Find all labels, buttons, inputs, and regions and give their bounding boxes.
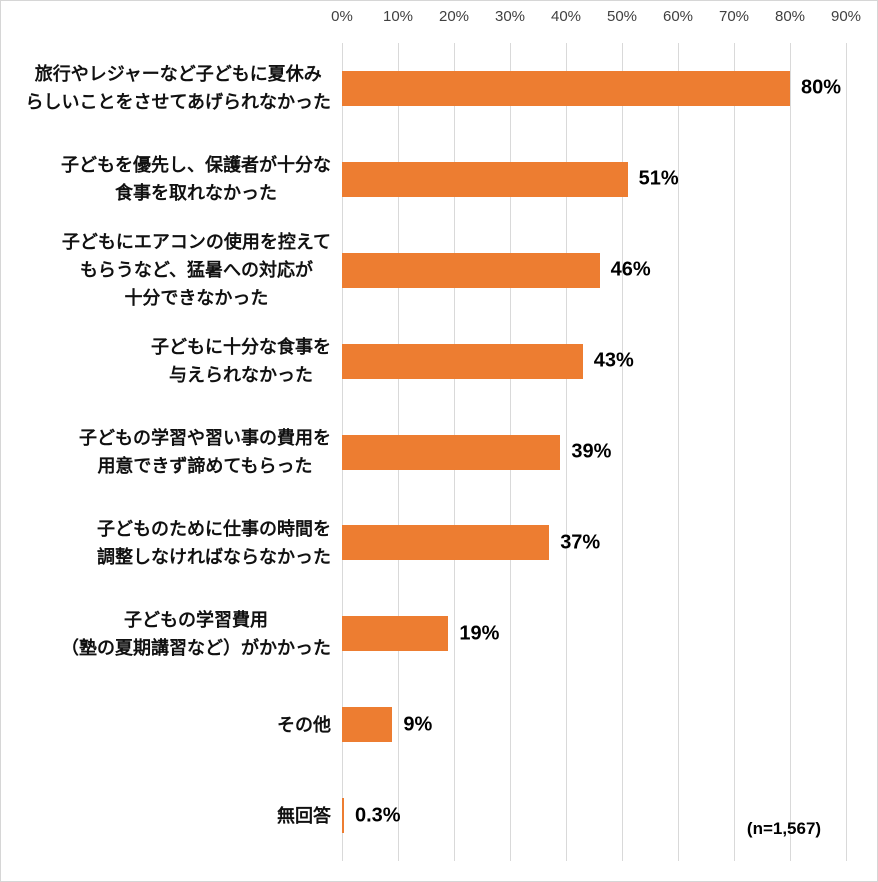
category-label: 子どものために仕事の時間を 調整しなければならなかった <box>97 518 331 567</box>
bar <box>342 525 550 561</box>
gridline <box>678 43 679 861</box>
value-label: 9% <box>403 713 433 736</box>
x-axis-tick-label: 20% <box>438 8 470 25</box>
x-axis-tick-label: 80% <box>774 8 806 25</box>
value-label: 0.3% <box>355 804 401 827</box>
value-label: 80% <box>801 76 842 99</box>
value-label: 51% <box>638 167 679 190</box>
x-axis-tick-label: 40% <box>550 8 582 25</box>
value-label: 37% <box>560 531 601 554</box>
category-label: 旅行やレジャーなど子どもに夏休み らしいことをさせてあげられなかった <box>25 64 331 113</box>
bar <box>342 161 628 197</box>
gridline <box>790 43 791 861</box>
category-label: 子どもの学習や習い事の費用を 用意できず諦めてもらった <box>79 428 331 476</box>
x-axis-tick-label: 60% <box>662 8 694 25</box>
gridline <box>734 43 735 861</box>
bar <box>342 798 344 834</box>
x-axis-tick-label: 90% <box>830 8 862 25</box>
gridline <box>566 43 567 861</box>
bar <box>342 434 561 470</box>
category-label: 子どもの学習費用 （塾の夏期講習など）がかかった <box>61 609 331 658</box>
category-label: 子どもに十分な食事を 与えられなかった <box>151 337 331 386</box>
gridline <box>622 43 623 861</box>
x-axis-tick-label: 10% <box>382 8 414 25</box>
x-axis-tick-label: 0% <box>331 8 353 25</box>
value-label: 43% <box>593 349 634 372</box>
bar <box>342 616 449 652</box>
bar <box>342 252 600 288</box>
bar <box>342 343 583 379</box>
gridline <box>846 43 847 861</box>
sample-size-note: (n=1,567) <box>746 819 822 838</box>
value-label: 46% <box>610 258 651 281</box>
x-axis-tick-label: 30% <box>494 8 526 25</box>
bar <box>342 707 393 743</box>
category-label: 子どもを優先し、保護者が十分な 食事を取れなかった <box>61 155 331 204</box>
x-axis-tick-label: 70% <box>718 8 750 25</box>
category-label: その他 <box>277 714 331 735</box>
value-label: 39% <box>571 440 612 463</box>
x-axis-tick-label: 50% <box>606 8 638 25</box>
category-label: 子どもにエアコンの使用を控えて もらうなど、猛暑への対応が 十分できなかった <box>61 232 331 309</box>
bar <box>342 70 790 106</box>
value-label: 19% <box>459 622 500 645</box>
category-label: 無回答 <box>277 805 331 826</box>
